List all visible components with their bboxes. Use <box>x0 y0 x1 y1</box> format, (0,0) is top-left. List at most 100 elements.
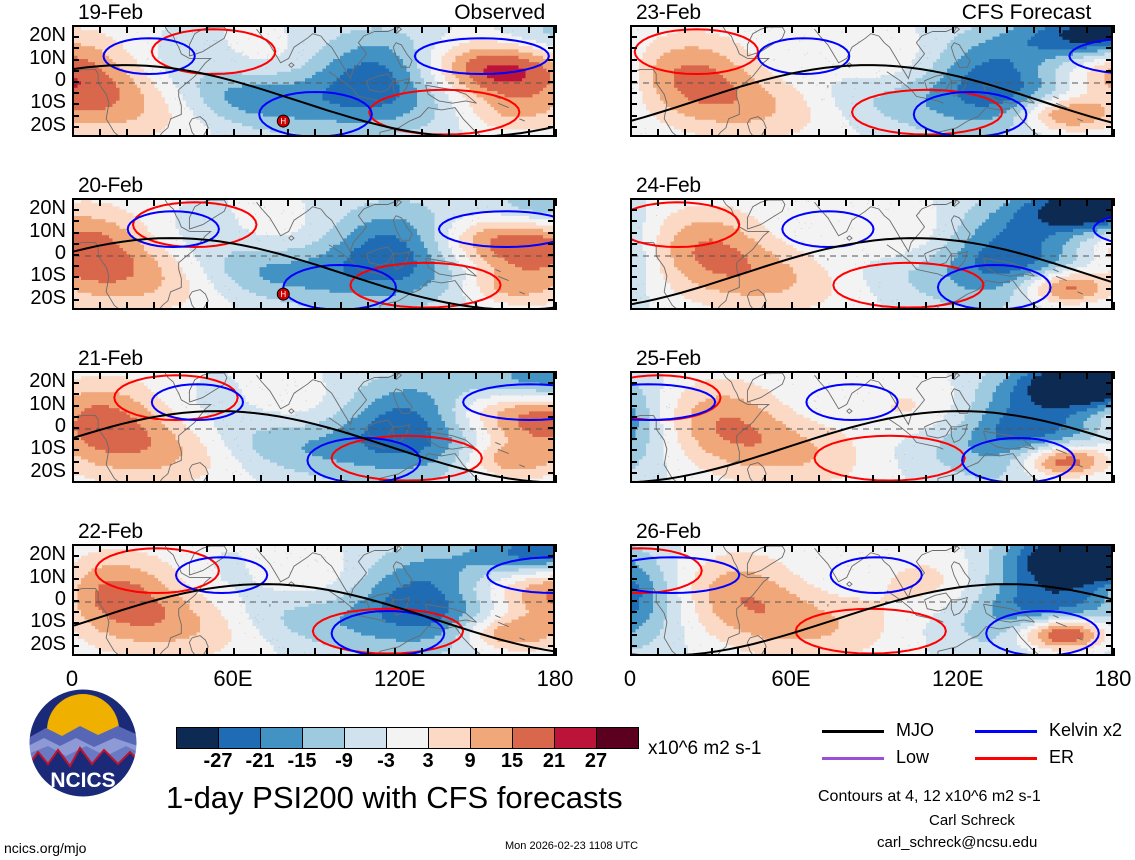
y-axis-label: 0 <box>0 588 66 611</box>
axis-tick <box>259 25 262 33</box>
panel-date-label: 19-Feb <box>78 1 143 25</box>
axis-tick <box>1059 198 1062 206</box>
axis-tick <box>710 475 713 483</box>
axis-tick <box>630 415 637 418</box>
x-axis-label: 120E <box>932 666 983 692</box>
axis-tick <box>630 287 637 290</box>
colorbar-segment <box>512 728 554 748</box>
y-axis-label: 20S <box>0 633 66 656</box>
axis-tick <box>72 58 79 61</box>
axis-tick <box>474 302 477 310</box>
axis-tick <box>152 25 155 33</box>
colorbar-segment <box>470 728 512 748</box>
axis-tick <box>978 25 981 33</box>
axis-tick <box>286 129 289 137</box>
axis-tick <box>656 25 659 33</box>
axis-tick <box>630 460 637 463</box>
axis-tick <box>125 129 128 137</box>
axis-tick <box>737 475 740 483</box>
axis-tick <box>925 302 928 310</box>
axis-tick <box>1059 302 1062 310</box>
axis-tick <box>952 25 954 33</box>
axis-tick <box>1106 427 1113 429</box>
axis-tick <box>72 600 79 602</box>
axis-tick <box>925 544 928 552</box>
axis-tick <box>1059 544 1062 552</box>
axis-tick <box>152 648 155 656</box>
axis-tick <box>630 242 637 245</box>
axis-tick <box>447 371 450 379</box>
axis-tick <box>447 544 450 552</box>
axis-tick <box>978 648 981 656</box>
axis-tick <box>1005 371 1008 379</box>
axis-tick <box>791 371 793 379</box>
axis-tick <box>420 25 423 33</box>
y-axis-label: 10N <box>0 566 66 589</box>
axis-tick <box>630 611 637 614</box>
axis-tick <box>206 475 209 483</box>
axis-tick <box>206 198 209 206</box>
axis-tick <box>737 25 740 33</box>
colorbar-segment <box>428 728 470 748</box>
colorbar-segment <box>177 728 218 748</box>
axis-tick <box>367 302 370 310</box>
axis-tick <box>548 644 555 647</box>
axis-tick <box>925 129 928 137</box>
axis-tick <box>871 371 874 379</box>
map-panel <box>630 371 1113 483</box>
axis-tick <box>656 475 659 483</box>
axis-tick <box>1106 287 1113 290</box>
axis-tick <box>1113 544 1115 552</box>
axis-tick <box>710 544 713 552</box>
axis-tick <box>1106 404 1113 407</box>
axis-tick <box>340 302 343 310</box>
site-url: ncics.org/mjo <box>4 840 86 856</box>
axis-tick <box>683 302 686 310</box>
y-axis-label: 20N <box>0 370 66 393</box>
legend-label-er: ER <box>1049 747 1074 768</box>
axis-tick <box>1005 25 1008 33</box>
axis-tick <box>233 129 235 137</box>
axis-tick <box>1032 475 1035 483</box>
colorbar-tick-label: 9 <box>445 750 495 773</box>
axis-tick <box>630 69 637 72</box>
axis-tick <box>630 254 637 256</box>
axis-tick <box>501 25 504 33</box>
axis-tick <box>72 460 79 463</box>
axis-tick <box>548 588 555 591</box>
axis-tick <box>313 302 316 310</box>
axis-tick <box>630 427 637 429</box>
axis-tick <box>420 475 423 483</box>
y-axis-label: 10S <box>0 91 66 114</box>
axis-tick <box>871 25 874 33</box>
axis-tick <box>72 449 79 452</box>
axis-tick <box>420 648 423 656</box>
axis-tick <box>791 198 793 206</box>
axis-tick <box>898 302 901 310</box>
colorbar-tick-label: -15 <box>277 750 327 773</box>
axis-tick <box>952 129 954 137</box>
column-header: Observed <box>454 1 545 25</box>
axis-tick <box>952 302 954 310</box>
y-axis-label: 10S <box>0 264 66 287</box>
axis-tick <box>1106 611 1113 614</box>
y-axis-label: 10S <box>0 610 66 633</box>
map-panel: H <box>72 25 555 137</box>
axis-tick <box>420 371 423 379</box>
author-name: Carl Schreck <box>929 812 1015 829</box>
axis-tick <box>313 371 316 379</box>
axis-tick <box>259 129 262 137</box>
axis-tick <box>737 544 740 552</box>
axis-tick <box>98 25 101 33</box>
axis-tick <box>152 371 155 379</box>
axis-tick <box>630 404 637 407</box>
axis-tick <box>1086 302 1089 310</box>
axis-tick <box>548 209 555 212</box>
axis-tick <box>764 25 767 33</box>
axis-tick <box>528 25 531 33</box>
axis-tick <box>737 371 740 379</box>
axis-tick <box>474 198 477 206</box>
axis-tick <box>72 302 74 310</box>
axis-tick <box>871 302 874 310</box>
axis-tick <box>1106 58 1113 61</box>
